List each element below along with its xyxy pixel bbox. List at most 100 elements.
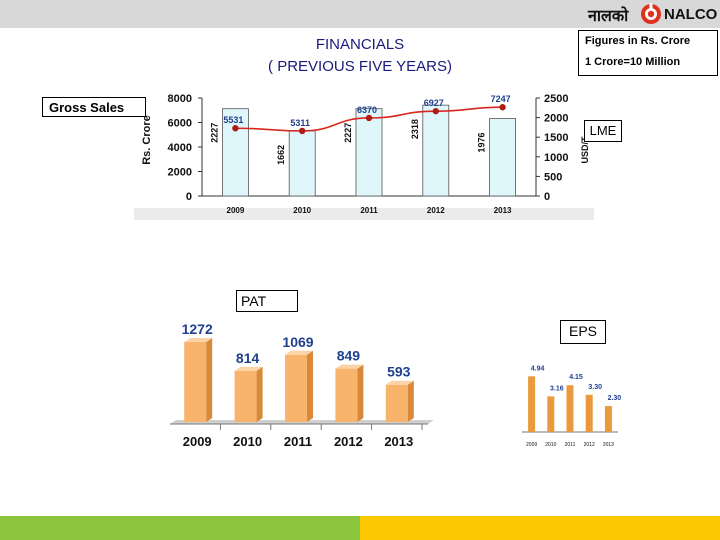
pat-bar-top [385,380,414,385]
pat-data-label: 849 [337,348,361,364]
logo-hindi-text: नालको [588,6,629,25]
left-axis-tick-label: 6000 [168,118,192,130]
pat-bar [335,368,358,422]
pat-data-label: 1069 [282,334,313,350]
right-axis-tick-label: 1500 [544,132,568,144]
footer-bar-yellow [360,516,720,540]
eps-bar [547,396,555,432]
gross-sales-data-label: 6927 [424,98,444,108]
eps-data-label: 3.30 [588,384,602,391]
lme-bar [355,108,383,197]
top-bar [0,0,720,28]
lme-bar-label: 2318 [410,119,420,139]
pat-bar-side [206,338,213,422]
x-axis-tick-label: 2013 [494,206,512,215]
gross-sales-data-label: 6370 [357,105,377,115]
pat-bar-side [256,366,263,422]
pat-bar-top [335,364,364,369]
pat-bar [385,384,408,422]
pat-bar [234,370,257,422]
nalco-emblem-icon [641,3,661,24]
x-axis-tick-label: 2011 [565,442,576,448]
gross-sales-label: Gross Sales [42,97,146,117]
gross-sales-point [499,104,506,111]
pat-bar-top [234,366,263,371]
units-note-box: Figures in Rs. Crore 1 Crore=10 Million [578,30,718,76]
right-axis-tick-label: 1000 [544,152,568,164]
x-axis-tick-label: 2012 [584,442,595,448]
right-axis-tick-label: 2000 [544,113,568,125]
x-axis-tick-label: 2010 [233,434,262,449]
gross-sales-point [365,114,373,122]
x-axis-tick-label: 2009 [526,442,537,448]
eps-data-label: 4.15 [569,374,583,381]
x-axis-tick-label: 2009 [227,206,245,215]
pat-bar [285,354,307,422]
pat-label: PAT [236,290,298,312]
chart-plot: 1272 2009 814 2010 1069 2011 849 2012 593 2013 [170,321,434,449]
x-axis-tick-label: 2011 [360,206,378,215]
x-axis-tick-label: 2013 [384,434,413,449]
eps-bar [566,385,574,432]
units-note: Figures in Rs. Crore [585,35,691,47]
pat-data-label: 1272 [182,321,213,337]
gross-sales-data-label: 7247 [491,94,511,104]
pat-bar-side [407,380,414,422]
eps-bar [528,376,536,432]
right-axis-tick-label: 0 [544,191,550,203]
x-axis-tick-label: 2010 [545,442,556,448]
left-axis-tick-label: 2000 [168,167,192,179]
left-axis-label: Rs. Crore [141,115,153,165]
eps-data-label: 4.94 [531,365,545,372]
left-axis-tick-label: 0 [186,191,192,203]
gross-sales-point [299,127,306,135]
pat-bar-side [357,364,364,422]
right-axis-label: USD/T [580,136,590,164]
chart-plot: 4.94 2009 3.16 2010 4.15 2011 3.30 2012 2.30 2013 [522,365,621,448]
lme-bar-label: 2227 [209,123,219,143]
lme-bar-label: 2227 [343,123,353,143]
left-axis-tick-label: 8000 [168,93,192,105]
right-axis-tick-label: 500 [544,171,562,183]
page-title: FINANCIALS [315,36,405,53]
x-axis-tick-label: 2010 [293,206,311,215]
pat-data-label: 593 [387,364,411,380]
pat-bar-top [285,350,313,355]
pat-bar [184,342,207,422]
lme-bar-label: 1976 [477,133,487,153]
x-axis-tick-label: 2009 [183,434,212,449]
nalco-logo: नालको NALCO [588,2,718,28]
pat-data-label: 814 [236,350,260,366]
pat-bar-side [307,350,313,422]
right-axis-tick-label: 2500 [544,93,568,105]
lme-bar [288,130,316,197]
gross-sales-lme-chart: Rs. Crore USD/T 0 2000 4000 6000 8000 0 500 100… [134,88,594,220]
eps-bar [604,406,612,432]
logo-text: NALCO [664,6,718,23]
crore-note: 1 Crore=10 Million [585,56,681,68]
eps-label: EPS [560,320,606,344]
lme-bar [222,108,249,197]
x-axis-tick-label: 2012 [334,434,363,449]
x-axis-tick-label: 2011 [284,434,312,449]
footer-bar-green [0,516,360,540]
chart-plot: 0 2000 4000 6000 8000 0 500 1000 1500 2000 2500 222… [168,93,569,215]
gross-sales-point [432,107,439,115]
eps-data-label: 3.16 [550,385,564,392]
pat-chart: 1272 2009 814 2010 1069 2011 849 2012 593 2013 [170,321,434,449]
gross-sales-point [232,125,239,132]
lme-bar [489,118,517,197]
lme-bar [422,104,450,197]
pat-bar-top [184,338,213,343]
eps-bar [585,394,593,432]
gross-sales-data-label: 5531 [223,115,243,125]
x-axis-tick-label: 2013 [603,442,614,448]
lme-label: LME [584,120,622,142]
gross-sales-data-label: 5311 [290,118,310,128]
lme-bar-label: 1662 [276,145,286,165]
left-axis-tick-label: 4000 [168,142,192,154]
page-subtitle: ( PREVIOUS FIVE YEARS) [268,58,452,75]
eps-chart: 4.94 2009 3.16 2010 4.15 2011 3.30 2012 2.30 2013 [522,365,621,448]
eps-data-label: 2.30 [608,395,622,402]
x-axis-tick-label: 2012 [427,206,445,215]
